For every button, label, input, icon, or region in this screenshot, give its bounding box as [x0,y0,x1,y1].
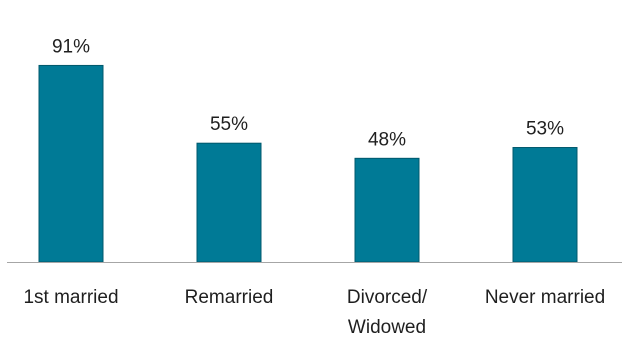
value-label-2: 48% [368,129,406,150]
bars-group [38,64,578,263]
bar-0 [38,64,104,263]
value-label-1: 55% [210,114,248,135]
bar-2 [354,157,420,263]
category-label-3: Never married [485,287,605,308]
category-label-0: 1st married [23,287,118,308]
value-label-3: 53% [526,119,564,140]
value-label-0: 91% [52,36,90,57]
value-labels-group: 91% 55% 48% 53% [52,36,564,150]
bar-3 [512,147,578,263]
category-label-1: Remarried [185,287,274,308]
bar-1 [196,142,262,263]
category-label-2: Divorced/Widowed [347,287,428,338]
category-labels-group: 1st married Remarried Divorced/Widowed Neve… [23,287,605,338]
